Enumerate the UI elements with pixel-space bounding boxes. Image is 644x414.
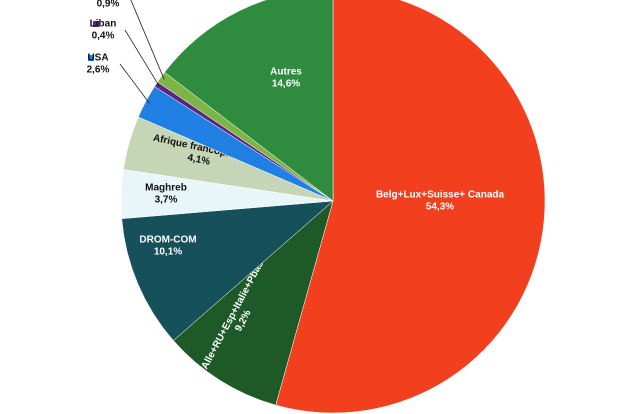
slice-label: Belg+Lux+Suisse+ Canada bbox=[376, 190, 505, 201]
pie-slice bbox=[121, 200, 334, 341]
leader-line bbox=[119, 63, 150, 104]
slice-value: 14,6% bbox=[272, 79, 300, 90]
slice-label: Autres bbox=[270, 67, 302, 78]
slice-value: 3,7% bbox=[155, 195, 178, 206]
leader-line bbox=[124, 29, 160, 87]
slice-value: 0,9% bbox=[97, 0, 120, 10]
slice-label: USA bbox=[87, 53, 108, 64]
legend-swatch bbox=[88, 55, 94, 61]
slice-label: Maghreb bbox=[145, 183, 187, 194]
slice-value: 54,3% bbox=[426, 202, 454, 213]
pie-slice bbox=[275, 0, 546, 414]
slice-value: 4,1% bbox=[186, 152, 211, 168]
slice-label: Liban bbox=[90, 19, 117, 30]
slice-value: 0,4% bbox=[92, 31, 115, 42]
slice-value: 2,6% bbox=[87, 65, 110, 76]
pie-slice bbox=[173, 200, 334, 406]
slice-label: DROM-COM bbox=[139, 235, 196, 246]
pie-slice bbox=[164, 0, 334, 202]
legend-swatch bbox=[93, 21, 99, 27]
leader-line bbox=[130, 0, 165, 80]
slice-value: 10,1% bbox=[154, 247, 182, 258]
